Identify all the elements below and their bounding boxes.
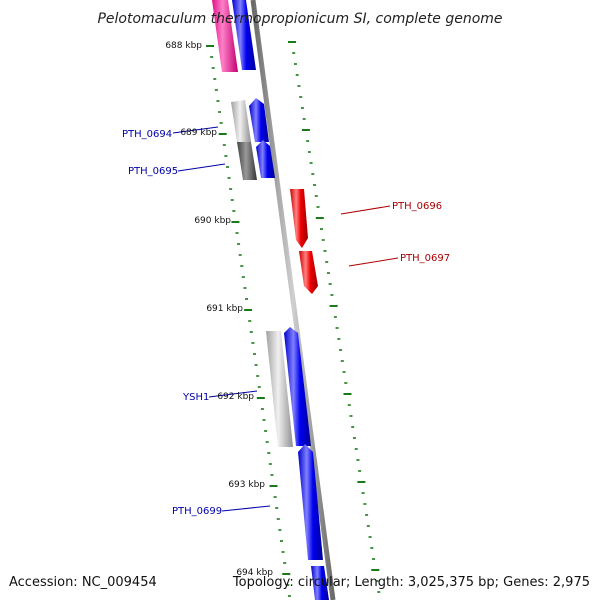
kbp-label: 693 kbp bbox=[228, 480, 265, 490]
gene-label-pth-0696[interactable]: PTH_0696 bbox=[392, 201, 442, 212]
topology-text: Topology: circular; Length: 3,025,375 bp… bbox=[232, 575, 590, 590]
kbp-label: 689 kbp bbox=[180, 128, 217, 138]
leader-pth-0695 bbox=[177, 163, 226, 172]
kbp-label: 690 kbp bbox=[194, 216, 231, 226]
gene-label-pth-0697[interactable]: PTH_0697 bbox=[400, 253, 450, 264]
gene-label-ysh1[interactable]: YSH1 bbox=[182, 392, 209, 403]
gene-dark-grey bbox=[237, 142, 257, 180]
leader-ysh1 bbox=[208, 390, 258, 398]
leader-pth-0699 bbox=[221, 505, 271, 512]
gene-labels: PTH_0694 PTH_0695 PTH_0696 PTH_0697 YSH1… bbox=[122, 129, 450, 517]
gene-blue-top bbox=[232, 0, 256, 70]
gene-label-pth-0695[interactable]: PTH_0695 bbox=[128, 166, 178, 177]
gene-pth-0694 bbox=[231, 100, 251, 142]
gene-pth-0697 bbox=[299, 251, 318, 294]
gene-ysh1 bbox=[266, 331, 293, 447]
gene-magenta bbox=[212, 0, 238, 72]
kbp-label: 692 kbp bbox=[217, 392, 254, 402]
gene-label-pth-0699[interactable]: PTH_0699 bbox=[172, 506, 222, 517]
kbp-label: 694 kbp bbox=[236, 568, 273, 578]
gene-pth-0696 bbox=[290, 189, 308, 248]
accession-text: Accession: NC_009454 bbox=[9, 575, 157, 590]
leader-pth-0696 bbox=[340, 205, 391, 215]
map-title: Pelotomaculum thermopropionicum SI, comp… bbox=[97, 11, 502, 27]
leader-pth-0694 bbox=[172, 126, 219, 134]
gene-blue-bottom bbox=[311, 566, 329, 600]
gene-blue-0694 bbox=[249, 98, 269, 142]
genome-backbone bbox=[250, 0, 336, 600]
kbp-label: 688 kbp bbox=[165, 41, 202, 51]
gene-blue-ysh1 bbox=[284, 327, 311, 446]
gene-pth-0695 bbox=[256, 140, 275, 178]
tick-marks-outer bbox=[288, 41, 381, 593]
tick-marks-inner bbox=[206, 45, 291, 597]
kbp-labels: 688 kbp 689 kbp 690 kbp 691 kbp 692 kbp … bbox=[165, 41, 273, 578]
gene-features bbox=[212, 0, 329, 600]
label-leaders bbox=[172, 126, 399, 512]
leader-pth-0697 bbox=[348, 257, 399, 267]
gene-pth-0699 bbox=[298, 444, 323, 560]
kbp-label: 691 kbp bbox=[206, 304, 243, 314]
gene-label-pth-0694[interactable]: PTH_0694 bbox=[122, 129, 172, 140]
